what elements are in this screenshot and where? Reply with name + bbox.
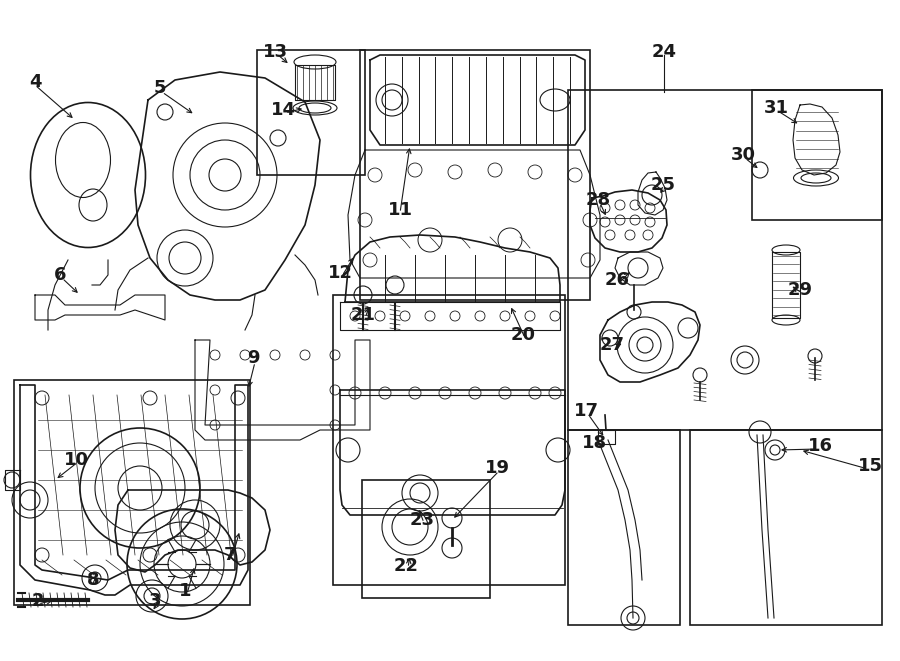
Text: 17: 17 <box>573 402 598 420</box>
Text: 29: 29 <box>788 281 813 299</box>
Text: 26: 26 <box>605 271 629 289</box>
Text: 21: 21 <box>350 306 375 324</box>
Text: 19: 19 <box>484 459 509 477</box>
Text: 5: 5 <box>154 79 166 97</box>
Text: 28: 28 <box>585 191 610 209</box>
Text: 9: 9 <box>247 349 259 367</box>
Text: 8: 8 <box>86 571 99 589</box>
Text: 23: 23 <box>410 511 435 529</box>
Text: 27: 27 <box>599 336 625 354</box>
Text: 30: 30 <box>731 146 755 164</box>
Text: 13: 13 <box>263 43 287 61</box>
Text: 16: 16 <box>807 437 833 455</box>
Text: 18: 18 <box>582 434 608 452</box>
Text: 20: 20 <box>510 326 536 344</box>
Text: 4: 4 <box>29 73 41 91</box>
Text: 22: 22 <box>393 557 419 575</box>
Text: 31: 31 <box>763 99 788 117</box>
Text: 12: 12 <box>328 264 353 282</box>
Text: 14: 14 <box>271 101 295 119</box>
Text: 24: 24 <box>652 43 677 61</box>
Text: 3: 3 <box>148 592 161 610</box>
Text: 1: 1 <box>179 582 191 600</box>
Text: 15: 15 <box>858 457 883 475</box>
Text: 6: 6 <box>54 266 67 284</box>
Text: 7: 7 <box>224 546 236 564</box>
Text: 11: 11 <box>388 201 412 219</box>
Text: 2: 2 <box>32 592 44 610</box>
Text: 10: 10 <box>64 451 88 469</box>
Text: 25: 25 <box>651 176 676 194</box>
